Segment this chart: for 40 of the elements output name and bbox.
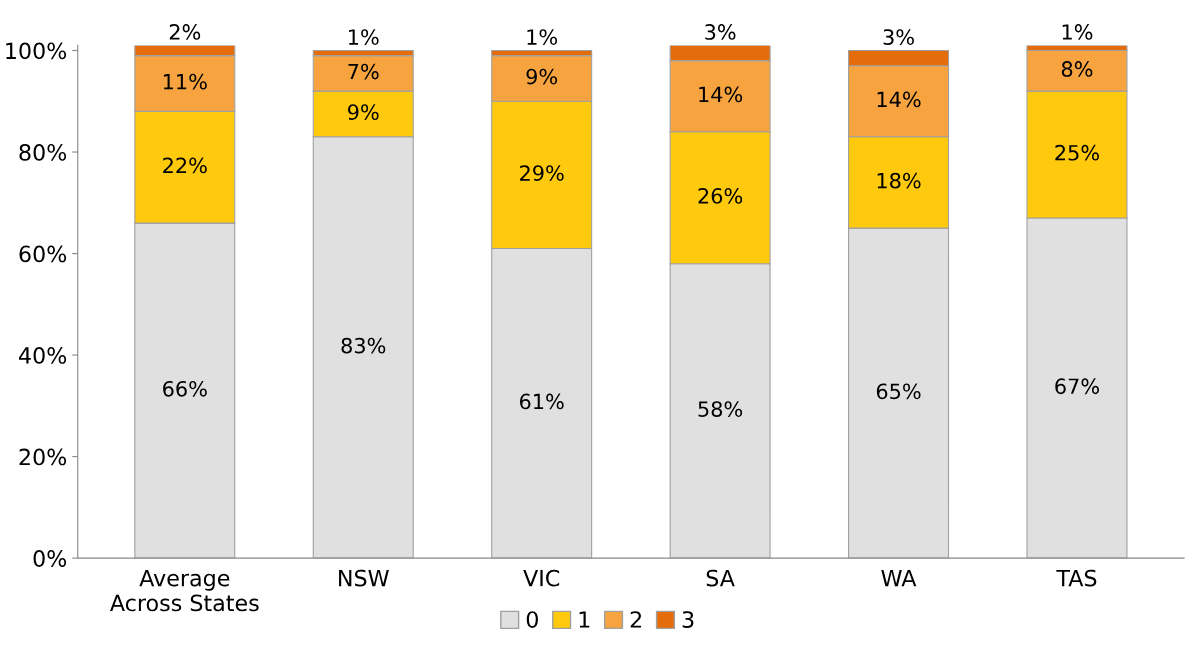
y-tick-label: 20%: [19, 448, 67, 466]
data-label: 65%: [876, 383, 921, 400]
data-label: 83%: [341, 337, 386, 354]
data-label: 9%: [526, 68, 558, 85]
data-label: 1%: [349, 29, 379, 45]
x-tick-label: WA: [881, 569, 917, 587]
data-label: 14%: [877, 91, 921, 108]
data-label: 1%: [527, 29, 558, 45]
data-label: 8%: [1061, 61, 1093, 77]
data-label: 25%: [1055, 144, 1099, 161]
legend-label: 3: [682, 611, 694, 628]
data-label: 9%: [348, 104, 379, 121]
data-label: 1%: [1062, 24, 1093, 40]
data-label: 58%: [698, 401, 743, 417]
data-label: 22%: [163, 157, 207, 174]
data-label: 66%: [163, 380, 207, 397]
data-label: 7%: [348, 63, 379, 80]
x-tick-label: Average Across States: [110, 569, 259, 612]
y-tick-label: 40%: [19, 347, 67, 364]
x-tick-label: SA: [706, 569, 735, 587]
data-label: 67%: [1055, 378, 1099, 395]
x-tick-label: TAS: [1056, 569, 1097, 587]
legend-label: 1: [579, 611, 590, 628]
data-label: 3%: [705, 24, 736, 40]
data-label: 2%: [169, 24, 201, 40]
data-label: 26%: [698, 188, 743, 204]
data-label: 29%: [520, 165, 564, 181]
x-tick-label: NSW: [339, 569, 389, 587]
x-tick-label: VIC: [523, 569, 560, 587]
data-label: 3%: [883, 29, 914, 45]
data-label: 18%: [877, 172, 921, 189]
data-label: 11%: [163, 73, 207, 90]
data-label: 61%: [519, 393, 564, 410]
legend-label: 0: [526, 611, 538, 628]
y-tick-label: 80%: [19, 143, 67, 161]
data-label: 14%: [699, 86, 743, 103]
y-tick-label: 100%: [6, 42, 67, 60]
y-tick-label: 0%: [33, 550, 67, 567]
y-tick-label: 60%: [19, 245, 67, 263]
legend-label: 2: [630, 611, 642, 628]
